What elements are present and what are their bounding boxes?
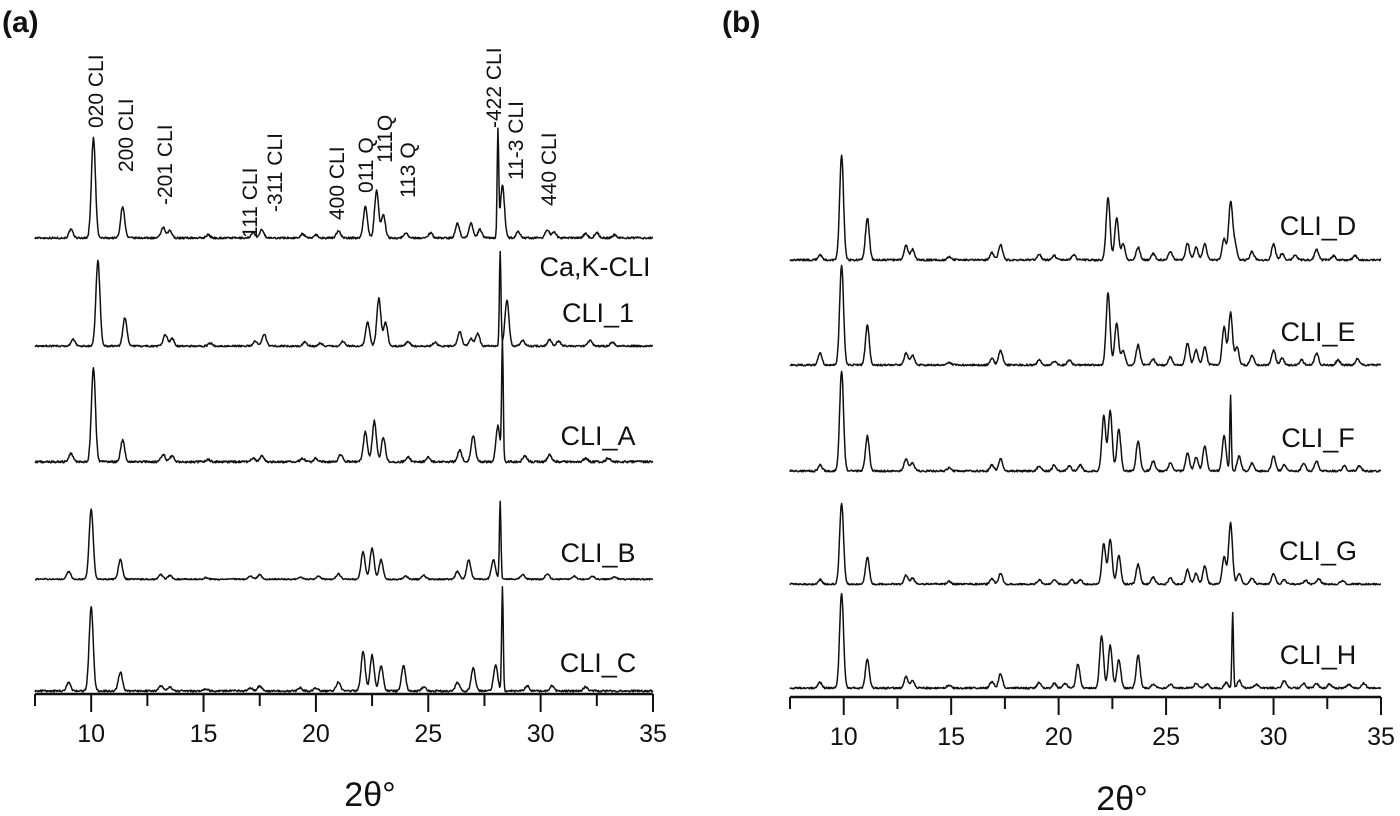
x-tick-label: 10 xyxy=(830,723,858,751)
trace-label: CLI_A xyxy=(560,421,635,451)
panel-b-x-tick-labels: 10 15 20 25 30 35 xyxy=(830,723,1395,751)
trace-cli-e xyxy=(789,264,1382,367)
x-tick-label: 35 xyxy=(1367,723,1395,751)
trace-cli-d xyxy=(789,154,1382,262)
trace-label: Ca,K-CLI xyxy=(539,252,650,282)
panel-b-label: (b) xyxy=(722,6,760,39)
panel-b-x-axis-title: 2θ° xyxy=(1096,780,1147,816)
trace-cli-g xyxy=(789,502,1382,586)
panel-a: (a) 10 15 20 25 30 35 2θ° Ca,K-CLICLI_1CLI_AC… xyxy=(2,6,667,814)
panel-a-trace-labels: Ca,K-CLI CLI_1 CLI_A CLI_B CLI_C xyxy=(539,252,650,678)
x-tick-label: 25 xyxy=(1152,723,1180,751)
peak-annotation: 011 Q xyxy=(355,137,378,193)
trace-label: CLI_E xyxy=(1280,317,1355,347)
x-tick-label: 30 xyxy=(527,720,555,748)
x-tick-label: 35 xyxy=(639,720,667,748)
x-tick-label: 25 xyxy=(414,720,442,748)
x-tick-label: 15 xyxy=(190,720,218,748)
peak-annotation: 111 CLI xyxy=(239,168,262,238)
trace-label: CLI_D xyxy=(1280,211,1357,241)
peak-annotation: 113 Q xyxy=(397,142,420,198)
panel-b-x-ticks xyxy=(789,697,1382,715)
trace-label: CLI_F xyxy=(1281,423,1355,453)
x-tick-label: 10 xyxy=(77,720,105,748)
x-tick-label: 20 xyxy=(302,720,330,748)
panel-b-traces xyxy=(789,154,1382,690)
x-tick-label: 15 xyxy=(937,723,965,751)
x-tick-label: 20 xyxy=(1045,723,1073,751)
trace-cli-f xyxy=(789,370,1382,473)
peak-annotation: -422 CLI xyxy=(483,47,506,128)
peak-annotation: 400 CLI xyxy=(326,146,349,220)
trace-cli-b xyxy=(34,500,654,581)
trace-label: CLI_H xyxy=(1280,640,1357,670)
panel-a-x-axis-title: 2θ° xyxy=(344,776,395,814)
peak-annotation: 200 CLI xyxy=(115,98,138,172)
x-tick-label: 30 xyxy=(1260,723,1288,751)
panel-a-peak-labels: 020 CLI 200 CLI -201 CLI 111 CLI -311 CLI 400… xyxy=(85,47,561,238)
panel-b-trace-labels: CLI_D CLI_E CLI_F CLI_G CLI_H xyxy=(1279,211,1357,670)
trace-label: CLI_G xyxy=(1279,536,1357,566)
panel-a-label: (a) xyxy=(2,6,39,39)
trace-label: CLI_B xyxy=(560,538,635,568)
peak-annotation: -311 CLI xyxy=(264,133,287,212)
panel-b: (b) 10 15 20 25 30 35 2θ° CLI_DCLI_ECLI_FCLI_… xyxy=(722,6,1395,816)
panel-a-x-tick-labels: 10 15 20 25 30 35 xyxy=(77,720,667,748)
trace-cli-a xyxy=(34,337,654,464)
panel-a-x-ticks xyxy=(34,694,654,712)
trace-cli-c xyxy=(34,585,654,693)
peak-annotation: 11-3 CLI xyxy=(505,101,528,180)
peak-annotation: 440 CLI xyxy=(538,132,561,206)
trace-ca-k-cli xyxy=(34,127,654,240)
trace-cli-h xyxy=(789,592,1382,690)
trace-cli-1 xyxy=(34,250,654,348)
panel-a-traces xyxy=(34,127,654,693)
peak-annotation: -201 CLI xyxy=(154,124,177,205)
trace-label: CLI_1 xyxy=(562,298,634,328)
peak-annotation: 111Q xyxy=(374,115,397,163)
trace-label: CLI_C xyxy=(560,648,637,678)
peak-annotation: 020 CLI xyxy=(85,54,108,128)
